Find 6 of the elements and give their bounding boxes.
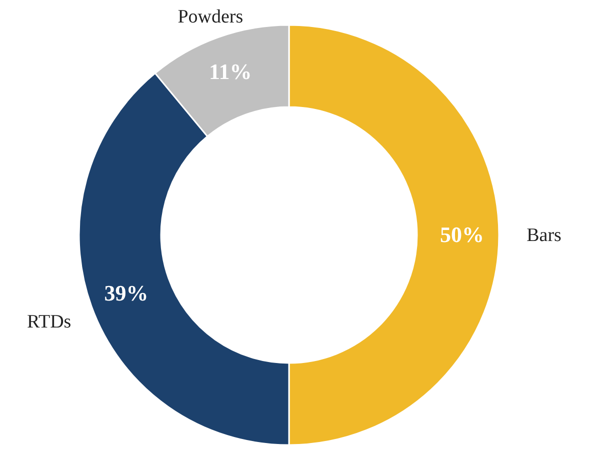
data-label: 50% <box>440 222 484 247</box>
data-label: 11% <box>209 59 252 84</box>
slice-label: RTDs <box>26 311 72 332</box>
data-label: 39% <box>104 280 148 306</box>
slice-label: Bars <box>526 225 562 246</box>
slice-label: Powders <box>178 6 244 28</box>
